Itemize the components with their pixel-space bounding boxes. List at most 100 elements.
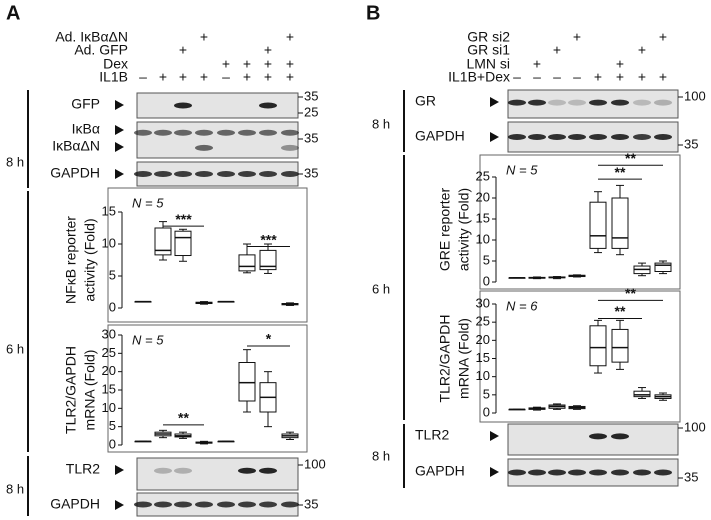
band: [174, 501, 192, 508]
band: [195, 129, 213, 136]
treatment-symbol: –: [533, 69, 541, 85]
treatment-symbol: +: [616, 69, 624, 85]
band: [238, 501, 256, 508]
y-axis-label: NFκB reporter: [63, 216, 79, 304]
time-label: 6 h: [372, 281, 390, 296]
box: [611, 197, 629, 249]
band: [548, 99, 566, 106]
treatment-symbol: +: [264, 69, 272, 85]
treatment-symbol: +: [638, 69, 646, 85]
y-tick-label: 15: [476, 210, 490, 225]
band: [568, 99, 586, 106]
band: [589, 433, 607, 440]
band: [238, 171, 256, 177]
arrowhead: [490, 97, 499, 107]
band: [238, 467, 256, 474]
mw-marker: 35: [684, 136, 698, 151]
band: [508, 469, 526, 476]
treatment-symbol: +: [659, 69, 667, 85]
band: [654, 99, 672, 106]
arrowhead: [115, 125, 124, 135]
y-axis-label: mRNA (Fold): [456, 318, 472, 399]
treatment-label: LMN si: [466, 56, 510, 72]
band: [259, 171, 277, 177]
treatment-label: Ad. IκBαΔN: [55, 29, 128, 45]
mw-marker: 35: [304, 130, 318, 145]
blot-label: TLR2: [66, 461, 100, 477]
treatment-label: Dex: [103, 56, 128, 72]
significance-label: **: [625, 285, 636, 301]
band: [174, 129, 192, 136]
blot-label: GAPDH: [50, 496, 100, 512]
n-annotation: N = 6: [506, 298, 538, 313]
y-tick-label: 10: [102, 400, 116, 415]
band: [281, 144, 299, 151]
band: [611, 433, 629, 440]
band: [589, 134, 607, 140]
significance-label: **: [615, 164, 626, 180]
band: [238, 129, 256, 136]
band: [217, 129, 235, 136]
treatment-symbol: +: [286, 29, 294, 45]
treatment-symbol: +: [594, 69, 602, 85]
y-axis-label: activity (Fold): [456, 188, 472, 271]
mw-marker: 35: [304, 496, 318, 511]
band: [217, 171, 235, 177]
band: [528, 469, 546, 476]
band: [154, 129, 172, 136]
significance-label: ***: [260, 231, 277, 247]
y-tick-label: 30: [476, 295, 490, 310]
treatment-symbol: +: [286, 69, 294, 85]
significance-label: ***: [175, 211, 192, 227]
box: [259, 249, 277, 271]
y-tick-label: 15: [476, 350, 490, 365]
treatment-symbol: –: [139, 69, 147, 85]
blot-label: GR: [415, 93, 436, 109]
treatment-label: IL1B+Dex: [448, 69, 510, 85]
blot-label: TLR2: [415, 427, 449, 443]
treatment-symbol: +: [243, 69, 251, 85]
band: [154, 171, 172, 177]
treatment-symbol: +: [264, 56, 272, 72]
y-tick-label: 0: [109, 299, 116, 314]
treatment-symbol: +: [553, 42, 561, 58]
chart-frame: [479, 290, 681, 423]
box: [589, 325, 607, 367]
band: [259, 467, 277, 474]
y-tick-label: 0: [483, 404, 490, 419]
band: [508, 99, 526, 106]
band: [174, 467, 192, 474]
band: [633, 99, 651, 106]
treatment-symbol: +: [638, 42, 646, 58]
treatment-symbol: –: [513, 69, 521, 85]
band: [281, 129, 299, 136]
band: [633, 134, 651, 140]
blot-label: IκBαΔN: [52, 138, 100, 154]
band: [654, 134, 672, 140]
treatment-label: GR si1: [467, 42, 510, 58]
mw-marker: 35: [304, 165, 318, 180]
band: [633, 469, 651, 476]
band: [548, 469, 566, 476]
y-tick-label: 10: [476, 368, 490, 383]
y-axis-label: mRNA (Fold): [82, 350, 98, 431]
treatment-symbol: –: [573, 69, 581, 85]
band: [195, 171, 213, 177]
band: [281, 171, 299, 177]
y-tick-label: 0: [483, 273, 490, 288]
band: [259, 102, 277, 109]
mw-marker: 25: [304, 104, 318, 119]
band: [611, 469, 629, 476]
band: [508, 134, 526, 140]
arrowhead: [115, 169, 124, 179]
time-label: 6 h: [6, 341, 24, 356]
y-tick-label: 25: [476, 168, 490, 183]
y-tick-label: 10: [102, 235, 116, 250]
y-axis-label: TLR2/GAPDH: [437, 315, 453, 403]
band: [174, 102, 192, 109]
y-tick-label: 10: [476, 231, 490, 246]
band: [611, 99, 629, 106]
treatment-symbol: +: [243, 56, 251, 72]
box: [154, 227, 172, 256]
